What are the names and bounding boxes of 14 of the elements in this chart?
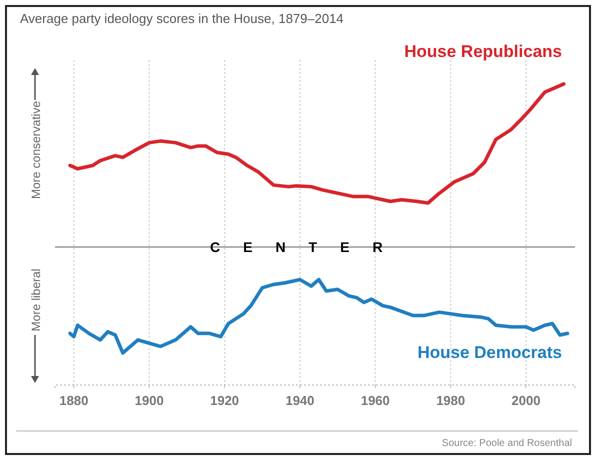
x-tick-label: 1900 xyxy=(134,393,164,408)
chart-title: Average party ideology scores in the House, 1879–2014 xyxy=(20,11,344,26)
x-tick-label: 1940 xyxy=(285,393,314,408)
series-label: House Republicans xyxy=(404,42,562,61)
text: More liberal xyxy=(29,268,43,332)
ref-line-label: CENTER xyxy=(210,239,406,255)
x-tick-label: 2000 xyxy=(512,393,540,408)
x-tick-label: 1980 xyxy=(436,393,466,408)
series-label: House Democrats xyxy=(417,343,562,362)
text: More conservative xyxy=(29,100,43,200)
x-tick-label: 1960 xyxy=(360,393,390,408)
x-tick-label: 1880 xyxy=(59,393,88,408)
source-note: Source: Poole and Rosenthal xyxy=(442,438,572,449)
x-tick-label: 1920 xyxy=(210,393,240,408)
